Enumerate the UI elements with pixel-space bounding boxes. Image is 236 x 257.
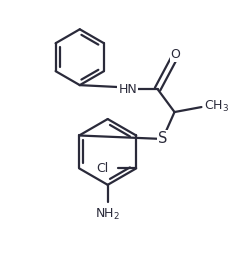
- Text: S: S: [158, 132, 167, 146]
- Text: CH$_3$: CH$_3$: [204, 98, 230, 114]
- Text: O: O: [171, 48, 181, 61]
- Text: HN: HN: [118, 82, 137, 96]
- Text: Cl: Cl: [96, 162, 108, 175]
- Text: NH$_2$: NH$_2$: [95, 207, 120, 222]
